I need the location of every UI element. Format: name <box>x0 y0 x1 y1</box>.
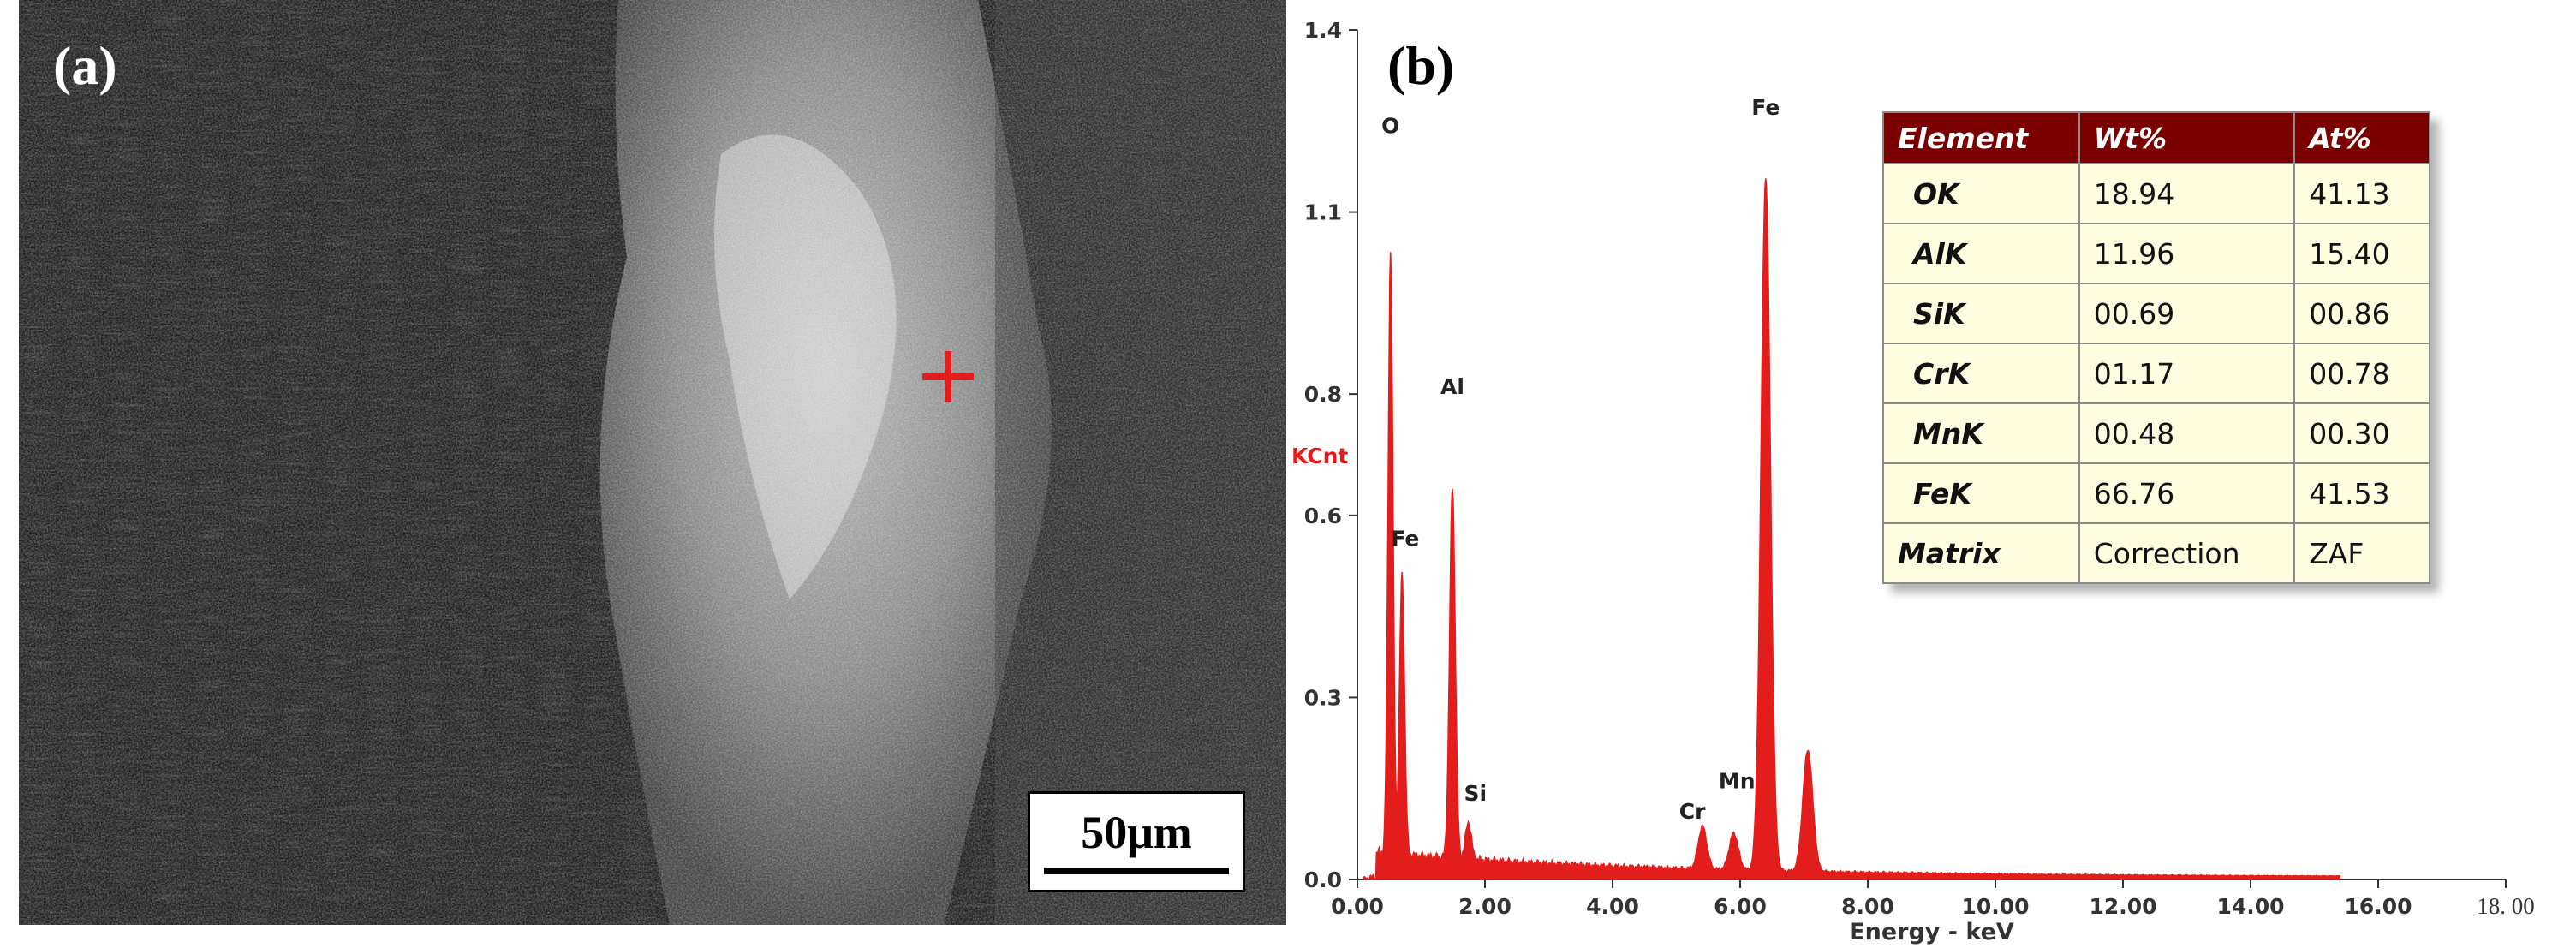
marker-vertical <box>945 351 951 402</box>
x-tick-label: 2.00 <box>1458 894 1512 919</box>
cell-element: AlK <box>1882 223 2080 284</box>
x-tick-label: 4.00 <box>1586 894 1639 919</box>
table-row: OK 18.94 41.13 <box>1882 163 2430 224</box>
eds-composition-table: Element Wt% At% OK 18.94 41.13 AlK 11.96… <box>1882 111 2430 584</box>
analysis-point-marker <box>922 351 974 402</box>
y-axis-label: KCnt <box>1291 444 1348 468</box>
y-tick-label: 0.6 <box>1304 504 1342 528</box>
peak-label: Mn <box>1719 769 1756 794</box>
peak-label: Fe <box>1751 95 1780 120</box>
table-row: SiK 00.69 00.86 <box>1882 283 2430 344</box>
x-tick-label: 14.00 <box>2216 894 2284 919</box>
cell-at: ZAF <box>2293 522 2430 584</box>
cell-wt: 00.48 <box>2078 402 2296 464</box>
y-tick-label: 0.0 <box>1304 868 1342 892</box>
cell-at: 41.13 <box>2293 163 2430 224</box>
cell-at: 00.78 <box>2293 343 2430 404</box>
eds-spectrum-chart: 0.0 0.3 0.6 0.8 1.1 1.4 0.00 2.00 4.00 6.00 8.00 10… <box>1291 18 2535 945</box>
peak-labels-layer: O Fe Al Si Cr Mn Fe <box>1381 95 1780 824</box>
cell-at: 15.40 <box>2293 223 2430 284</box>
table-row: FeK 66.76 41.53 <box>1882 462 2430 524</box>
x-tick-label: 0.00 <box>1331 894 1384 919</box>
table-row: CrK 01.17 00.78 <box>1882 343 2430 404</box>
cell-element: SiK <box>1882 283 2080 344</box>
scale-bar-box: 50μm <box>1028 791 1245 892</box>
cell-wt: 01.17 <box>2078 343 2296 404</box>
spectrum-series <box>1363 178 2341 880</box>
y-tick-label: 1.4 <box>1304 18 1342 43</box>
y-tick-label: 0.3 <box>1304 685 1342 710</box>
x-tick-label: 10.00 <box>1961 894 2029 919</box>
x-tick-label: 8.00 <box>1841 894 1894 919</box>
sem-micrograph <box>19 0 1286 925</box>
cell-element: MnK <box>1882 402 2080 464</box>
header-wt: Wt% <box>2078 111 2296 164</box>
cell-wt: 11.96 <box>2078 223 2296 284</box>
cell-element: OK <box>1882 163 2080 224</box>
peak-label: Al <box>1440 374 1464 399</box>
cell-element: CrK <box>1882 343 2080 404</box>
table-row: AlK 11.96 15.40 <box>1882 223 2430 284</box>
spectrum-layer <box>1363 178 2341 880</box>
cell-wt: 66.76 <box>2078 462 2296 524</box>
panel-b-label: (b) <box>1387 35 1455 96</box>
cell-wt: 18.94 <box>2078 163 2296 224</box>
peak-label: O <box>1381 113 1399 138</box>
cell-wt: Correction <box>2078 522 2296 584</box>
sem-image: (a) 50μm <box>19 0 1286 925</box>
peak-label: Si <box>1464 781 1488 806</box>
scale-bar <box>1044 868 1229 874</box>
y-tick-label: 0.8 <box>1304 382 1342 407</box>
cell-at: 00.30 <box>2293 402 2430 464</box>
x-tick-label: 18. 00 <box>2477 893 2535 919</box>
peak-label: Fe <box>1391 526 1419 551</box>
y-tick-label: 1.1 <box>1304 200 1342 225</box>
cell-at: 00.86 <box>2293 283 2430 344</box>
header-element: Element <box>1882 111 2080 164</box>
table-header-row: Element Wt% At% <box>1882 111 2430 164</box>
panel-a-label: (a) <box>53 35 117 96</box>
table-row: Matrix Correction ZAF <box>1882 522 2430 584</box>
x-axis-label: Energy - keV <box>1849 919 2014 945</box>
scale-bar-label: 50μm <box>1081 807 1192 858</box>
x-tick-label: 6.00 <box>1714 894 1767 919</box>
cell-element: Matrix <box>1882 522 2080 584</box>
peak-label: Cr <box>1679 799 1706 824</box>
cell-wt: 00.69 <box>2078 283 2296 344</box>
x-tick-label: 16.00 <box>2344 894 2412 919</box>
header-at: At% <box>2293 111 2430 164</box>
cell-element: FeK <box>1882 462 2080 524</box>
table-row: MnK 00.48 00.30 <box>1882 402 2430 464</box>
cell-at: 41.53 <box>2293 462 2430 524</box>
x-tick-label: 12.00 <box>2089 894 2156 919</box>
